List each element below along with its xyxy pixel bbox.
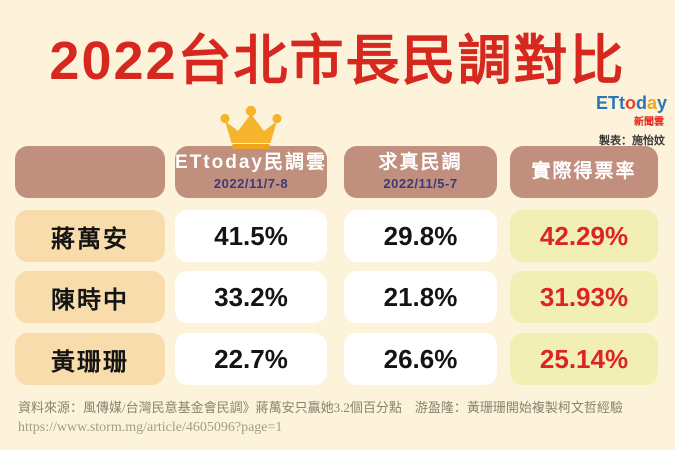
- logo-letter: E: [595, 93, 608, 113]
- footer: 資料來源：風傳媒/台灣民意基金會民調》蔣萬安只贏她3.2個百分點 游盈隆：黃珊珊…: [18, 399, 668, 436]
- table-header-row: ETtoday民調雲 2022/11/7-8 求真民調 2022/11/5-7 …: [0, 146, 675, 198]
- table-row: 陳時中 33.2% 21.8% 31.93%: [0, 271, 675, 323]
- column-header-date: 2022/11/5-7: [383, 175, 458, 191]
- table-row: 黃珊珊 22.7% 26.6% 25.14%: [0, 333, 675, 385]
- logo-letter: T: [607, 93, 619, 113]
- poll-value: 33.2%: [214, 281, 288, 312]
- actual-vote-value: 31.93%: [539, 281, 629, 312]
- logo-letter: o: [624, 93, 636, 113]
- poll-value: 22.7%: [214, 343, 288, 374]
- actual-vote-value: 25.14%: [539, 343, 629, 374]
- truth-poll-cell: 29.8%: [344, 210, 497, 262]
- column-header-truth-poll: 求真民調 2022/11/5-7: [344, 146, 497, 198]
- truth-poll-cell: 26.6%: [344, 333, 497, 385]
- logo-letter: y: [656, 93, 667, 113]
- ettoday-poll-cell: 41.5%: [175, 210, 327, 262]
- table-row: 蔣萬安 41.5% 29.8% 42.29%: [0, 210, 675, 262]
- logo-letter: d: [635, 93, 647, 113]
- page-title: 2022台北市長民調對比: [49, 31, 626, 91]
- logo-subtitle: 新聞雲: [634, 117, 664, 128]
- candidate-name: 黃珊珊: [51, 348, 129, 376]
- column-header-label: ETtoday民調雲: [175, 152, 327, 174]
- candidate-name-cell: 黃珊珊: [15, 333, 165, 385]
- crown-icon: [220, 105, 282, 149]
- author-credit: 製表：施怡妏: [599, 135, 665, 147]
- truth-poll-cell: 21.8%: [344, 271, 497, 323]
- candidate-name-cell: 蔣萬安: [15, 210, 165, 262]
- logo-letter: t: [618, 93, 625, 113]
- poll-value: 29.8%: [383, 220, 458, 251]
- column-header-date: 2022/11/7-8: [213, 175, 289, 191]
- ettoday-poll-cell: 22.7%: [175, 333, 327, 385]
- poll-value: 26.6%: [383, 343, 458, 374]
- poll-value: 41.5%: [214, 220, 288, 251]
- column-header-actual-vote: 實際得票率: [510, 146, 658, 198]
- ettoday-poll-cell: 33.2%: [175, 271, 327, 323]
- candidate-name-cell: 陳時中: [15, 271, 165, 323]
- actual-vote-cell: 25.14%: [510, 333, 658, 385]
- brand-block: ETtoday 新聞雲 製表：施怡妏: [497, 94, 667, 148]
- candidate-name: 蔣萬安: [51, 225, 129, 253]
- data-source-text: 資料來源：風傳媒/台灣民意基金會民調》蔣萬安只贏她3.2個百分點 游盈隆：黃珊珊…: [18, 400, 623, 415]
- poll-value: 21.8%: [383, 281, 458, 312]
- candidate-name: 陳時中: [51, 286, 129, 314]
- column-header-label: 求真民調: [378, 152, 463, 174]
- column-header-label: 實際得票率: [531, 160, 637, 182]
- column-header-candidate: [15, 146, 165, 198]
- actual-vote-cell: 31.93%: [510, 271, 658, 323]
- ettoday-logo: ETtoday: [497, 94, 667, 112]
- column-header-ettoday-poll: ETtoday民調雲 2022/11/7-8: [175, 146, 327, 198]
- actual-vote-cell: 42.29%: [510, 210, 658, 262]
- actual-vote-value: 42.29%: [539, 220, 629, 251]
- source-url-text: https://www.storm.mg/article/4605096?pag…: [18, 419, 283, 435]
- logo-letter: a: [646, 93, 657, 113]
